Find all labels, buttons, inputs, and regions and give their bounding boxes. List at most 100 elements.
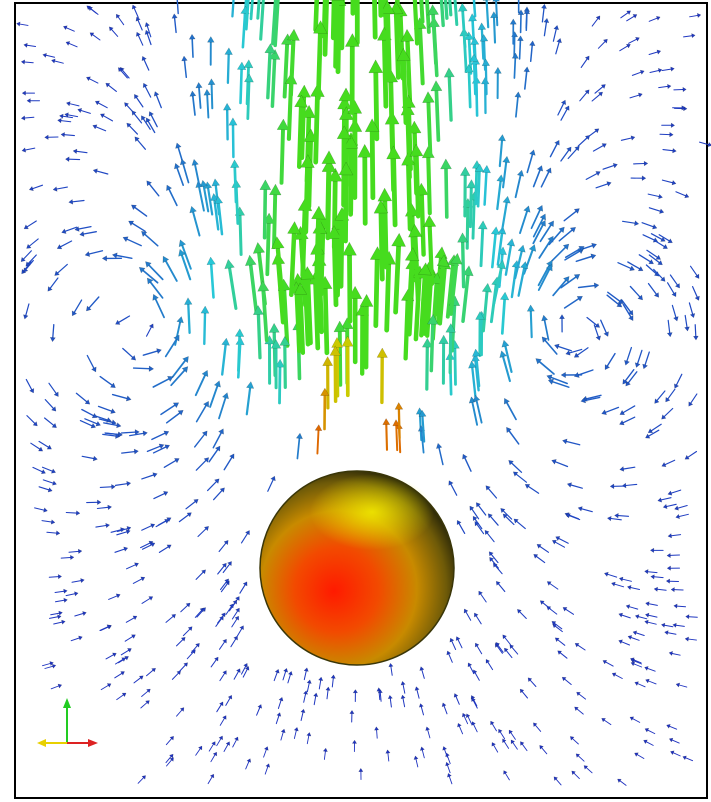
arrow-shaft (494, 18, 495, 43)
arrow-shaft (408, 41, 410, 101)
arrow-shaft (316, 0, 318, 30)
arrow-shaft (134, 368, 150, 369)
arrow-shaft (476, 168, 477, 203)
arrow-shaft (280, 367, 281, 403)
arrow-shaft (481, 229, 483, 266)
arrow-shaft (446, 169, 447, 217)
arrow-shaft (399, 409, 400, 438)
arrow-shaft (346, 175, 347, 241)
arrow-shaft (285, 45, 288, 97)
page: (() => { const ns = 'http://www.w3.org/2… (0, 0, 711, 802)
arrow-shaft (212, 85, 213, 109)
arrow-shaft (396, 14, 398, 78)
arrow-shaft (336, 0, 337, 66)
arrow-shaft (258, 315, 260, 358)
arrow-shaft (469, 72, 470, 107)
arrow-shaft (267, 223, 269, 274)
arrow-shaft (478, 172, 479, 207)
arrow-shaft (417, 156, 419, 216)
arrow-shaft (274, 195, 275, 247)
arrow-shaft (496, 1, 497, 25)
arrow-shaft (428, 103, 430, 156)
arrow-shaft (455, 348, 456, 384)
arrow-shaft (695, 325, 696, 337)
arrow-shaft (463, 242, 464, 287)
arrow-shaft (265, 190, 266, 238)
arrow-shaft (308, 279, 311, 343)
arrow-shaft (379, 0, 381, 15)
arrow-shaft (317, 431, 318, 454)
arrow-shaft (192, 39, 193, 57)
arrow-shaft (384, 40, 386, 106)
arrow-shaft (377, 730, 378, 738)
arrow-shaft (240, 215, 241, 254)
arrow-shaft (328, 164, 329, 230)
arrow-shaft (207, 95, 208, 118)
arrow-shaft (404, 61, 406, 123)
arrow-shaft (520, 41, 521, 59)
arrow-shaft (66, 513, 76, 514)
arrow-shaft (49, 577, 58, 578)
arrow-shaft (427, 347, 428, 389)
arrow-shaft (470, 188, 471, 227)
arrow-shaft (486, 66, 487, 94)
arrow-shaft (474, 61, 475, 94)
arrow-shaft (386, 425, 387, 450)
arrow-shaft (436, 91, 438, 140)
arrow-shaft (25, 62, 34, 63)
arrow-head (483, 0, 491, 1)
arrow-shaft (391, 82, 393, 148)
arrow-shaft (334, 239, 336, 305)
arrow-shaft (341, 220, 342, 286)
arrow-shaft (526, 14, 527, 31)
arrow-shaft (282, 130, 284, 183)
arrow-shaft (396, 426, 397, 450)
arrow-shaft (618, 516, 628, 517)
arrow-shaft (272, 59, 274, 106)
arrow-shaft (396, 246, 399, 312)
sphere (260, 471, 454, 665)
arrow-shaft (204, 313, 205, 344)
arrow-shaft (306, 167, 308, 232)
arrow-shaft (248, 82, 249, 119)
arrow-shaft (372, 132, 373, 198)
render-view (0, 0, 711, 802)
arrow-shaft (422, 195, 424, 255)
arrow-shaft (317, 219, 319, 285)
arrow-shaft (514, 58, 515, 78)
arrow-shaft (531, 311, 532, 337)
arrow-shaft (318, 33, 320, 98)
arrow-shaft (431, 324, 433, 370)
arrow-shaft (241, 70, 242, 103)
arrow-shaft (420, 29, 423, 84)
arrow-shaft (61, 558, 70, 559)
arrow-shaft (316, 97, 318, 163)
arrow-shaft (381, 213, 382, 279)
arrow-shaft (122, 432, 136, 433)
arrow-shaft (449, 77, 451, 120)
arrow-shaft (285, 345, 286, 387)
arrow-shaft (473, 200, 474, 238)
view-frame (15, 3, 707, 798)
arrow-shaft (388, 14, 390, 80)
arrow-shaft (428, 158, 430, 213)
arrow-shaft (325, 289, 327, 353)
arrow-shaft (188, 304, 189, 332)
arrow-shaft (376, 260, 377, 326)
arrow-shaft (268, 53, 270, 98)
arrow-shaft (100, 487, 111, 488)
arrow-shaft (374, 0, 375, 37)
arrow-shaft (409, 108, 411, 170)
arrow-shaft (689, 617, 697, 618)
arrow-shaft (299, 107, 301, 167)
arrow-shaft (301, 295, 303, 353)
arrow-shaft (291, 234, 294, 295)
arrow-shaft (415, 237, 418, 300)
arrow-shaft (340, 332, 341, 385)
arrow-head (493, 0, 500, 1)
arrow-shaft (677, 606, 685, 607)
arrow-shaft (238, 337, 239, 371)
arrow-shaft (408, 165, 410, 229)
sphere-highlight (310, 474, 434, 550)
arrow-shaft (342, 0, 343, 48)
